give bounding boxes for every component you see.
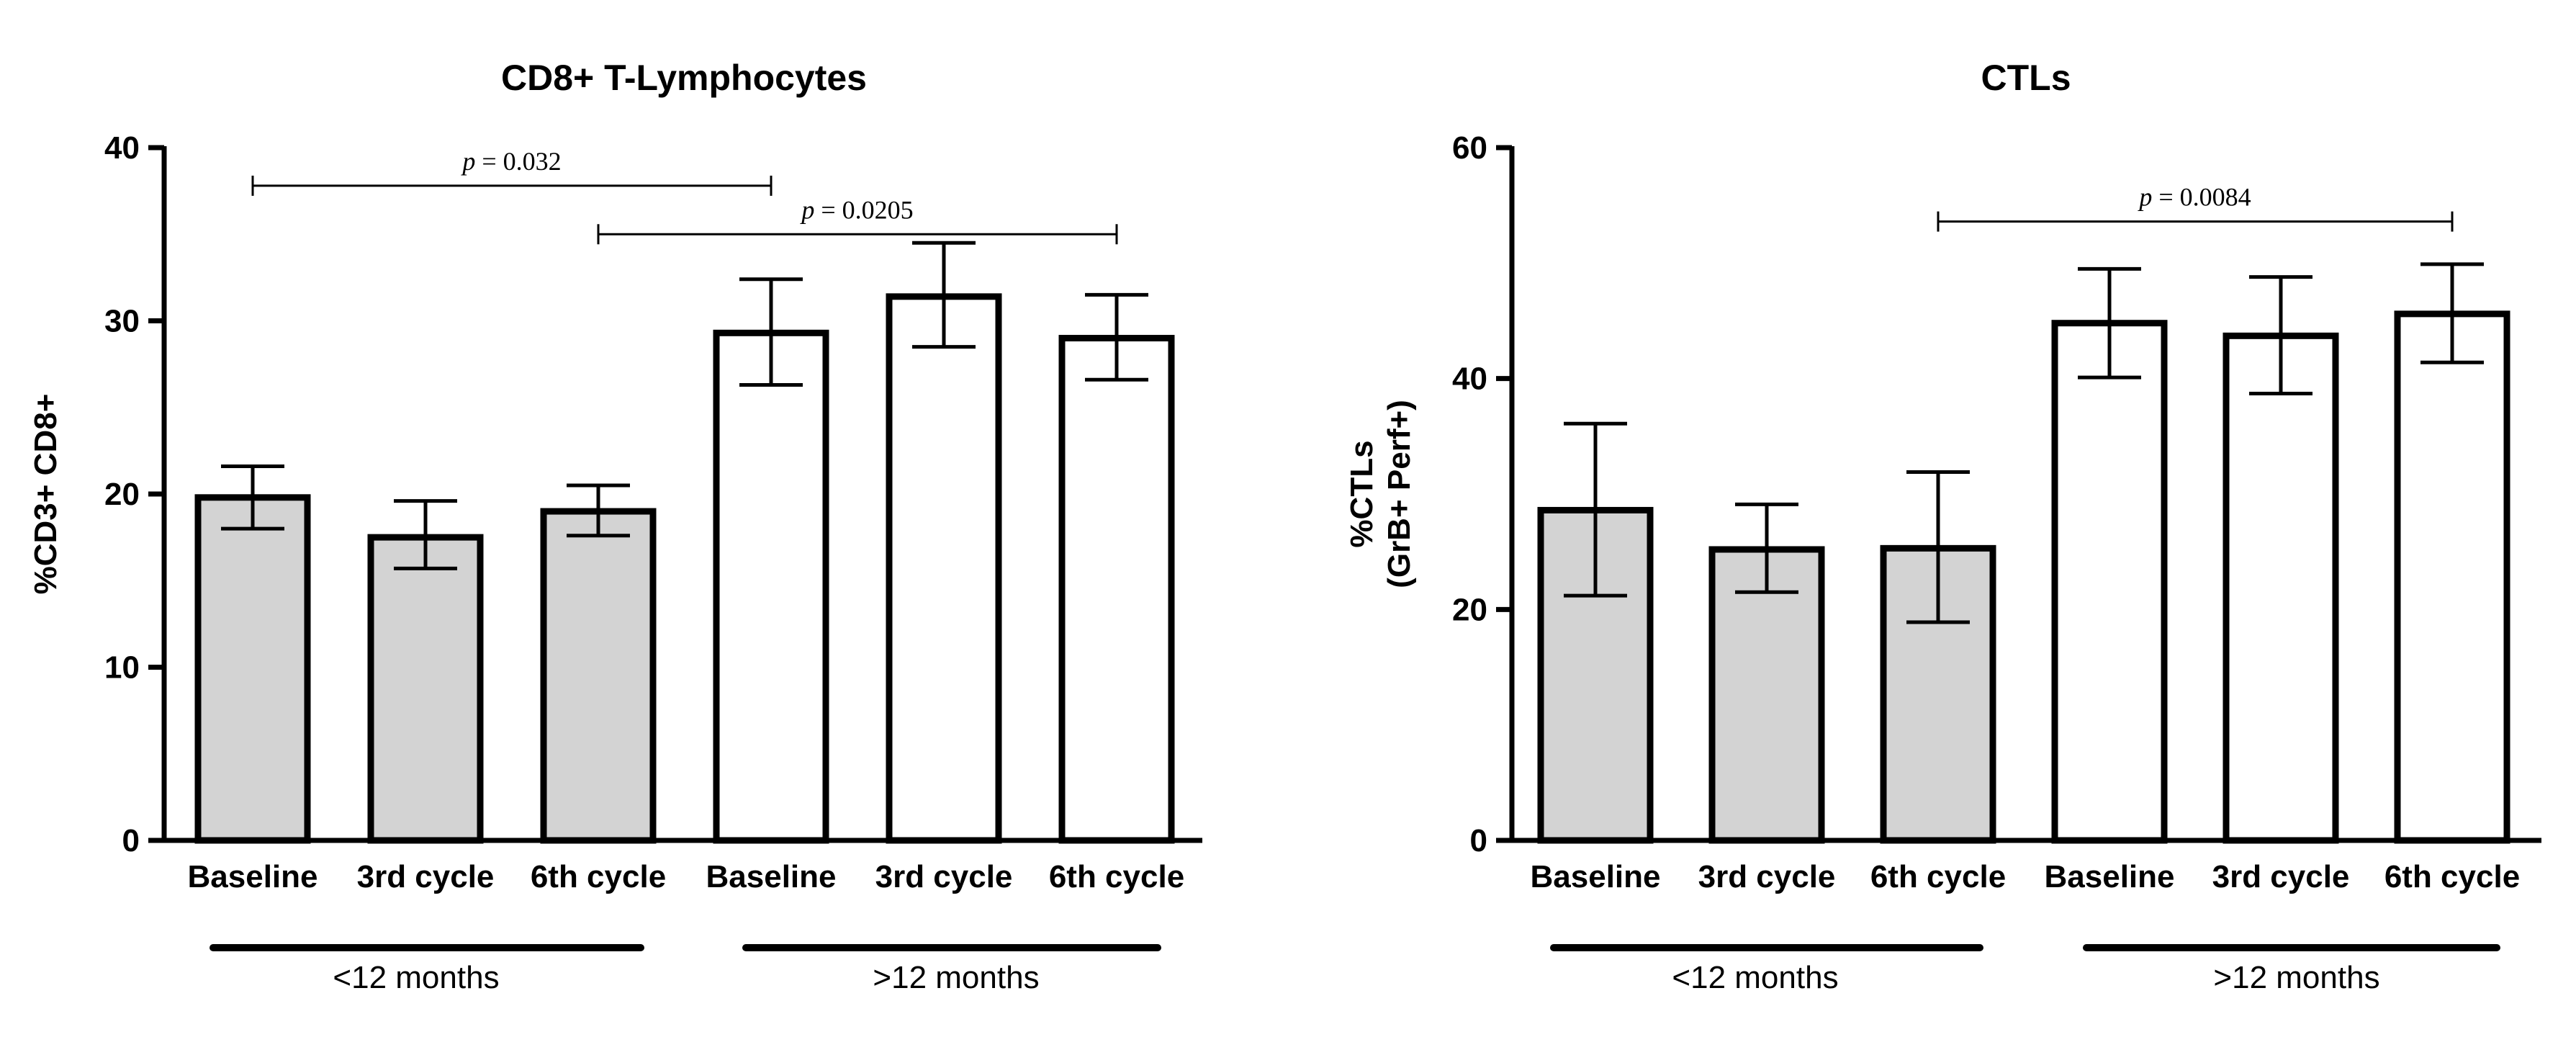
y-tick-label: 20 (104, 477, 140, 512)
x-tick-label: 3rd cycle (875, 859, 1013, 894)
x-tick-label: Baseline (1531, 859, 1661, 894)
p-value-label: p = 0.0084 (2137, 183, 2251, 212)
p-value-symbol: p (799, 195, 814, 224)
x-tick-label: Baseline (2045, 859, 2175, 894)
group-label: >12 months (2213, 960, 2379, 995)
chart-panel-2: CTLs %CTLs(GrB+ Perf+) 0 20 40 60 Baseline 3rd … (1344, 58, 2541, 995)
x-tick-label: 3rd cycle (357, 859, 495, 894)
y-tick-label: 60 (1452, 130, 1487, 166)
p-value-text: = 0.0205 (814, 195, 913, 224)
y-axis-label: %CTLs(GrB+ Perf+) (1344, 400, 1417, 588)
bar (194, 494, 311, 844)
group-label: <12 months (1672, 960, 1838, 995)
y-axis-label-line: %CTLs (1344, 440, 1379, 547)
x-tick-label: 6th cycle (531, 859, 666, 894)
bar (1537, 506, 1654, 844)
p-value-label: p = 0.0205 (799, 195, 913, 224)
y-tick-label: 40 (1452, 362, 1487, 397)
y-tick-label: 20 (1452, 592, 1487, 627)
y-axis-label: %CD3+ CD8+ (28, 394, 63, 595)
bar (367, 534, 484, 844)
bar (886, 293, 1002, 844)
bar (540, 508, 657, 844)
bar (1708, 546, 1825, 844)
bar (2394, 310, 2510, 844)
bar (2223, 332, 2339, 844)
p-value-label: p = 0.032 (460, 147, 561, 176)
chart-title: CD8+ T-Lymphocytes (501, 58, 867, 98)
chart-panel-1: CD8+ T-Lymphocytes %CD3+ CD8+ 0 10 20 30 40 Bas… (28, 58, 1202, 995)
p-value-text: = 0.032 (475, 147, 561, 176)
bar (1058, 335, 1175, 844)
x-tick-label: Baseline (188, 859, 318, 894)
x-tick-label: 3rd cycle (1698, 859, 1836, 894)
p-value-text: = 0.0084 (2152, 183, 2251, 212)
x-tick-label: 3rd cycle (2212, 859, 2350, 894)
p-value-symbol: p (2137, 183, 2152, 212)
x-tick-label: 6th cycle (2384, 859, 2520, 894)
y-tick-label: 40 (104, 130, 140, 166)
p-value-symbol: p (460, 147, 475, 176)
y-tick-label: 0 (122, 823, 140, 858)
group-label: >12 months (873, 960, 1039, 995)
x-tick-label: Baseline (706, 859, 837, 894)
y-axis-label-line: (GrB+ Perf+) (1382, 400, 1417, 588)
y-axis-label-line: %CD3+ CD8+ (28, 394, 63, 595)
y-tick-label: 30 (104, 304, 140, 339)
y-tick-label: 0 (1470, 823, 1487, 858)
bar (713, 329, 829, 844)
bar (2051, 320, 2168, 844)
x-tick-label: 6th cycle (1870, 859, 2006, 894)
y-tick-label: 10 (104, 650, 140, 686)
group-label: <12 months (333, 960, 499, 995)
chart-title: CTLs (1981, 58, 2071, 98)
x-tick-label: 6th cycle (1049, 859, 1184, 894)
